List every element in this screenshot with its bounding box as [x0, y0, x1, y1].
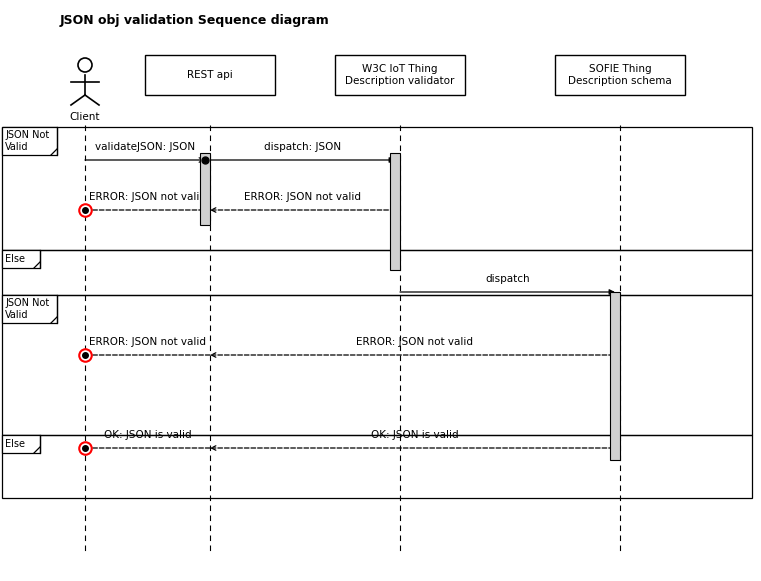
Text: OK: JSON is valid: OK: JSON is valid [103, 430, 191, 440]
Text: Else: Else [5, 439, 25, 449]
Text: W3C IoT Thing
Description validator: W3C IoT Thing Description validator [345, 64, 454, 86]
Text: Client: Client [70, 112, 100, 122]
Bar [2, 435, 40, 453]
Text: ERROR: JSON not valid: ERROR: JSON not valid [89, 337, 206, 347]
Text: dispatch: dispatch [486, 274, 530, 284]
Bar [2, 435, 752, 498]
Bar [335, 55, 465, 95]
Bar [555, 55, 685, 95]
Text: dispatch: JSON: dispatch: JSON [264, 142, 341, 152]
Bar [610, 292, 620, 460]
Text: ERROR: JSON not valid: ERROR: JSON not valid [89, 192, 206, 202]
Text: validateJSON: JSON: validateJSON: JSON [95, 142, 195, 152]
Bar [2, 127, 57, 155]
Bar [2, 295, 57, 323]
Text: ERROR: JSON not valid: ERROR: JSON not valid [356, 337, 473, 347]
Text: Else: Else [5, 254, 25, 264]
Bar [390, 153, 400, 270]
Bar [200, 153, 210, 225]
Bar [2, 295, 752, 435]
Text: OK: JSON is valid: OK: JSON is valid [371, 430, 459, 440]
Text: JSON obj validation Sequence diagram: JSON obj validation Sequence diagram [60, 14, 330, 27]
Text: REST api: REST api [187, 70, 233, 80]
Bar [2, 250, 40, 268]
Text: ERROR: JSON not valid: ERROR: JSON not valid [244, 192, 361, 202]
Bar [2, 127, 752, 250]
Text: JSON Not
Valid: JSON Not Valid [5, 298, 49, 320]
Bar [145, 55, 275, 95]
Text: SOFIE Thing
Description schema: SOFIE Thing Description schema [568, 64, 672, 86]
Bar [2, 250, 752, 295]
Text: JSON Not
Valid: JSON Not Valid [5, 130, 49, 152]
